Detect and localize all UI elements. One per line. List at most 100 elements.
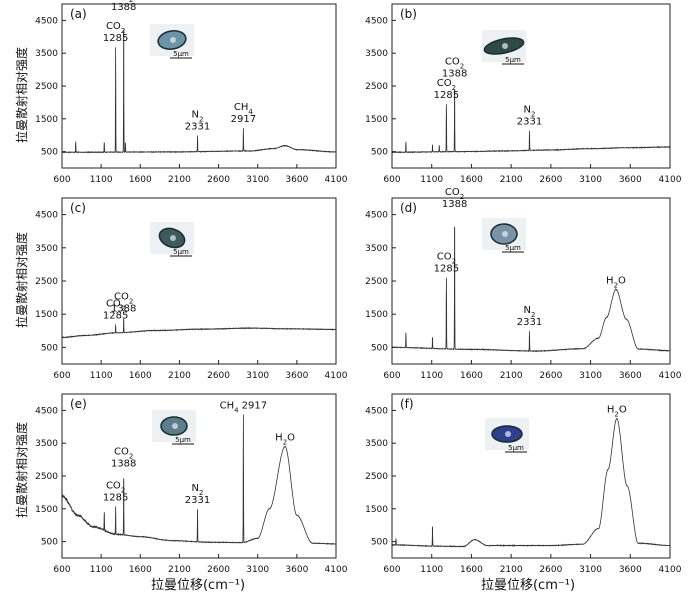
- y-tick-label: 4500: [35, 406, 58, 416]
- annotation-value: O: [287, 432, 295, 443]
- x-tick-label: 2600: [207, 175, 230, 185]
- inclusion-micrograph: 5μm: [482, 218, 526, 253]
- annotation-species: CO: [114, 447, 129, 458]
- x-tick-label: 600: [53, 175, 70, 185]
- x-axis-label-left: 拉曼位移(cm⁻¹): [151, 578, 245, 593]
- x-tick-label: 3100: [579, 175, 602, 185]
- plot-frame: [391, 393, 671, 559]
- x-tick-label: 3100: [246, 175, 269, 185]
- annotation-label: CH4 2917: [220, 401, 267, 415]
- y-tick-label: 500: [371, 343, 388, 353]
- annotation-wavenumber: 2331: [185, 495, 210, 506]
- annotation-subscript: 2: [129, 0, 133, 4]
- x-tick-label: 3100: [579, 565, 602, 575]
- y-tick-label: 1500: [365, 310, 388, 320]
- x-tick-label: 4100: [659, 371, 682, 381]
- annotation-species-label: CO2: [114, 292, 133, 306]
- x-tick-label: 1600: [460, 565, 483, 575]
- annotation-species: CO: [445, 57, 460, 68]
- y-axis-label-top: 拉曼散射相对强度: [14, 47, 29, 143]
- panel-label: (b): [400, 7, 417, 21]
- x-tick-label: 600: [53, 371, 70, 381]
- spectrum-line: [392, 417, 670, 548]
- annotation-value: 2917: [242, 401, 267, 412]
- y-tick-label: 500: [371, 538, 388, 548]
- chart-panels: 600 1100 1600 2100 2600 3100 3600 4100500150025…: [35, 0, 682, 575]
- x-axis-label-right: 拉曼位移(cm⁻¹): [481, 578, 575, 593]
- annotation-wavenumber: 1388: [442, 69, 467, 80]
- y-tick-label: 4500: [365, 16, 388, 26]
- panel-label: (c): [70, 201, 86, 215]
- scale-bar-label: 5μm: [505, 244, 521, 252]
- annotation-wavenumber: 2331: [185, 121, 210, 132]
- annotation-wavenumber: 1285: [103, 33, 128, 44]
- y-axis-label-bottom: 拉曼散射相对强度: [14, 422, 29, 518]
- annotation-species: N: [524, 305, 531, 316]
- y-axis-label-middle: 拉曼散射相对强度: [14, 232, 29, 328]
- annotation-subscript: 2: [614, 281, 618, 289]
- panel-f: 600 1100 1600 2100 2600 3100 3600 4100500150025…: [365, 393, 682, 575]
- annotation-species: CO: [106, 21, 121, 32]
- annotation-subscript: 2: [283, 438, 287, 446]
- annotation-subscript: 2: [531, 311, 535, 319]
- plot-frame: [391, 197, 671, 365]
- annotation-subscript: 4: [234, 407, 239, 415]
- y-tick-label: 1500: [35, 115, 58, 125]
- annotation-species: CO: [114, 292, 129, 303]
- y-tick-label: 2500: [365, 82, 388, 92]
- x-tick-label: 1100: [90, 175, 113, 185]
- y-tick-label: 3500: [365, 244, 388, 254]
- x-tick-label: 2600: [539, 565, 562, 575]
- annotation-species: CH: [234, 102, 249, 113]
- plot-frame: [61, 3, 337, 169]
- x-tick-label: 600: [53, 565, 70, 575]
- annotation-species: H: [607, 405, 615, 416]
- annotation-species: CO: [106, 299, 121, 310]
- annotation-species-label: CH4: [234, 102, 254, 116]
- annotation-wavenumber: 1285: [434, 90, 459, 101]
- y-tick-label: 2500: [35, 472, 58, 482]
- scale-bar-label: 5μm: [173, 50, 189, 58]
- y-tick-label: 500: [371, 148, 388, 158]
- inclusion-bubble: [172, 423, 178, 429]
- x-tick-label: 4100: [325, 371, 348, 381]
- annotation-species: CO: [114, 0, 129, 1]
- panel-a: 600 1100 1600 2100 2600 3100 3600 4100500150025…: [35, 0, 348, 185]
- annotation-species: CO: [437, 78, 452, 89]
- x-tick-label: 2600: [539, 175, 562, 185]
- annotation-wavenumber: 2917: [231, 114, 256, 125]
- annotation-species-label: CO2: [445, 187, 464, 201]
- y-tick-label: 4500: [365, 211, 388, 221]
- annotation-species-label: CO2: [106, 480, 125, 494]
- panel-label: (e): [70, 397, 87, 411]
- x-tick-label: 2100: [500, 175, 523, 185]
- x-tick-label: 3100: [246, 565, 269, 575]
- scale-bar-label: 5μm: [505, 56, 521, 64]
- annotation-label: H2O: [275, 432, 295, 446]
- annotation-wavenumber: 1388: [111, 304, 136, 315]
- y-tick-label: 2500: [35, 277, 58, 287]
- scale-bar-label: 5μm: [175, 436, 191, 444]
- plot-frame: [61, 197, 337, 365]
- x-tick-label: 3100: [246, 371, 269, 381]
- annotation-subscript: 2: [614, 411, 618, 419]
- y-tick-label: 3500: [365, 49, 388, 59]
- x-tick-label: 2100: [168, 371, 191, 381]
- panel-label: (f): [400, 397, 414, 411]
- annotation-species-label: CO2: [114, 0, 133, 4]
- y-tick-label: 4500: [35, 16, 58, 26]
- x-tick-label: 4100: [325, 175, 348, 185]
- y-tick-label: 2500: [365, 277, 388, 287]
- annotation-wavenumber: 1285: [103, 311, 128, 322]
- annotation-label: H2O: [606, 275, 626, 289]
